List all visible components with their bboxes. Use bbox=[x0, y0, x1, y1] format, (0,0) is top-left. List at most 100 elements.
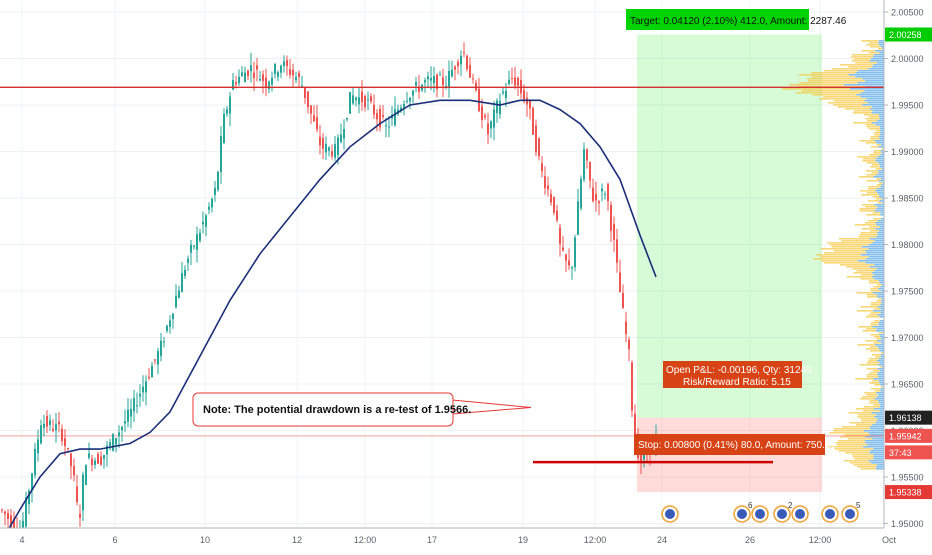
candle[interactable] bbox=[538, 138, 540, 156]
candle[interactable] bbox=[394, 109, 396, 125]
candle[interactable] bbox=[148, 377, 150, 378]
candle[interactable] bbox=[250, 65, 252, 71]
candle[interactable] bbox=[232, 80, 234, 90]
candle[interactable] bbox=[244, 73, 246, 83]
candle[interactable] bbox=[1, 510, 3, 511]
candle[interactable] bbox=[133, 398, 135, 411]
candle[interactable] bbox=[409, 98, 411, 101]
candle[interactable] bbox=[256, 65, 258, 69]
candle[interactable] bbox=[70, 454, 72, 467]
candle[interactable] bbox=[373, 105, 375, 115]
candle[interactable] bbox=[46, 416, 48, 427]
candle[interactable] bbox=[430, 78, 432, 81]
candle[interactable] bbox=[238, 77, 240, 83]
candle[interactable] bbox=[568, 260, 570, 265]
candle[interactable] bbox=[361, 91, 363, 102]
candle[interactable] bbox=[580, 179, 582, 209]
candle[interactable] bbox=[481, 106, 483, 120]
candle[interactable] bbox=[493, 109, 495, 127]
candle[interactable] bbox=[349, 92, 351, 114]
candle[interactable] bbox=[553, 197, 555, 213]
candle[interactable] bbox=[7, 513, 9, 519]
candle[interactable] bbox=[118, 432, 120, 436]
candle[interactable] bbox=[535, 126, 537, 152]
candle[interactable] bbox=[406, 101, 408, 102]
candle[interactable] bbox=[526, 98, 528, 105]
candle[interactable] bbox=[562, 247, 564, 250]
candle[interactable] bbox=[547, 185, 549, 189]
candle[interactable] bbox=[577, 201, 579, 235]
candle[interactable] bbox=[454, 67, 456, 70]
candle[interactable] bbox=[487, 123, 489, 134]
candle[interactable] bbox=[178, 291, 180, 298]
candle[interactable] bbox=[571, 267, 573, 268]
candle[interactable] bbox=[367, 99, 369, 100]
candle[interactable] bbox=[88, 453, 90, 457]
candle[interactable] bbox=[157, 351, 159, 365]
candle[interactable] bbox=[286, 60, 288, 66]
candle[interactable] bbox=[478, 89, 480, 112]
candle[interactable] bbox=[625, 322, 627, 334]
candle[interactable] bbox=[355, 98, 357, 100]
candle[interactable] bbox=[40, 425, 42, 443]
candle[interactable] bbox=[85, 465, 87, 485]
candle[interactable] bbox=[37, 439, 39, 453]
candle[interactable] bbox=[259, 79, 261, 81]
candle[interactable] bbox=[307, 91, 309, 107]
candle[interactable] bbox=[34, 449, 36, 475]
candle[interactable] bbox=[124, 421, 126, 423]
candle[interactable] bbox=[109, 442, 111, 445]
candle[interactable] bbox=[439, 75, 441, 76]
candle[interactable] bbox=[472, 78, 474, 79]
candle[interactable] bbox=[310, 105, 312, 113]
candle[interactable] bbox=[76, 486, 78, 502]
candle[interactable] bbox=[274, 64, 276, 74]
candle[interactable] bbox=[211, 199, 213, 208]
candle[interactable] bbox=[91, 458, 93, 465]
candle[interactable] bbox=[517, 78, 519, 86]
candle[interactable] bbox=[370, 96, 372, 101]
candle[interactable] bbox=[166, 326, 168, 331]
candle[interactable] bbox=[64, 438, 66, 446]
candle[interactable] bbox=[508, 80, 510, 84]
candle[interactable] bbox=[565, 254, 567, 260]
candle[interactable] bbox=[544, 176, 546, 188]
candle[interactable] bbox=[229, 97, 231, 114]
candle[interactable] bbox=[574, 237, 576, 267]
candle[interactable] bbox=[214, 188, 216, 195]
candle[interactable] bbox=[319, 137, 321, 146]
candle[interactable] bbox=[184, 270, 186, 276]
candles[interactable] bbox=[1, 42, 657, 547]
candle[interactable] bbox=[43, 424, 45, 428]
candle[interactable] bbox=[433, 76, 435, 83]
candle[interactable] bbox=[283, 61, 285, 66]
candle[interactable] bbox=[598, 201, 600, 203]
candle[interactable] bbox=[352, 95, 354, 103]
candle[interactable] bbox=[4, 512, 6, 515]
candle[interactable] bbox=[58, 422, 60, 424]
candle[interactable] bbox=[385, 125, 387, 126]
candle[interactable] bbox=[631, 362, 633, 410]
candle[interactable] bbox=[496, 101, 498, 113]
candle[interactable] bbox=[607, 184, 609, 201]
candle[interactable] bbox=[136, 405, 138, 406]
candle[interactable] bbox=[619, 272, 621, 292]
candle[interactable] bbox=[220, 136, 222, 172]
time-axis[interactable] bbox=[0, 528, 932, 550]
candle[interactable] bbox=[304, 87, 306, 98]
candle[interactable] bbox=[532, 108, 534, 135]
candle[interactable] bbox=[325, 144, 327, 152]
candle[interactable] bbox=[484, 115, 486, 117]
candle[interactable] bbox=[583, 149, 585, 180]
candle[interactable] bbox=[190, 245, 192, 253]
candle[interactable] bbox=[586, 149, 588, 160]
candle[interactable] bbox=[265, 78, 267, 88]
candle[interactable] bbox=[280, 66, 282, 73]
candle[interactable] bbox=[55, 424, 57, 430]
candle[interactable] bbox=[127, 410, 129, 422]
candle[interactable] bbox=[628, 340, 630, 349]
candle[interactable] bbox=[151, 366, 153, 377]
candle[interactable] bbox=[112, 434, 114, 451]
candle[interactable] bbox=[448, 71, 450, 88]
